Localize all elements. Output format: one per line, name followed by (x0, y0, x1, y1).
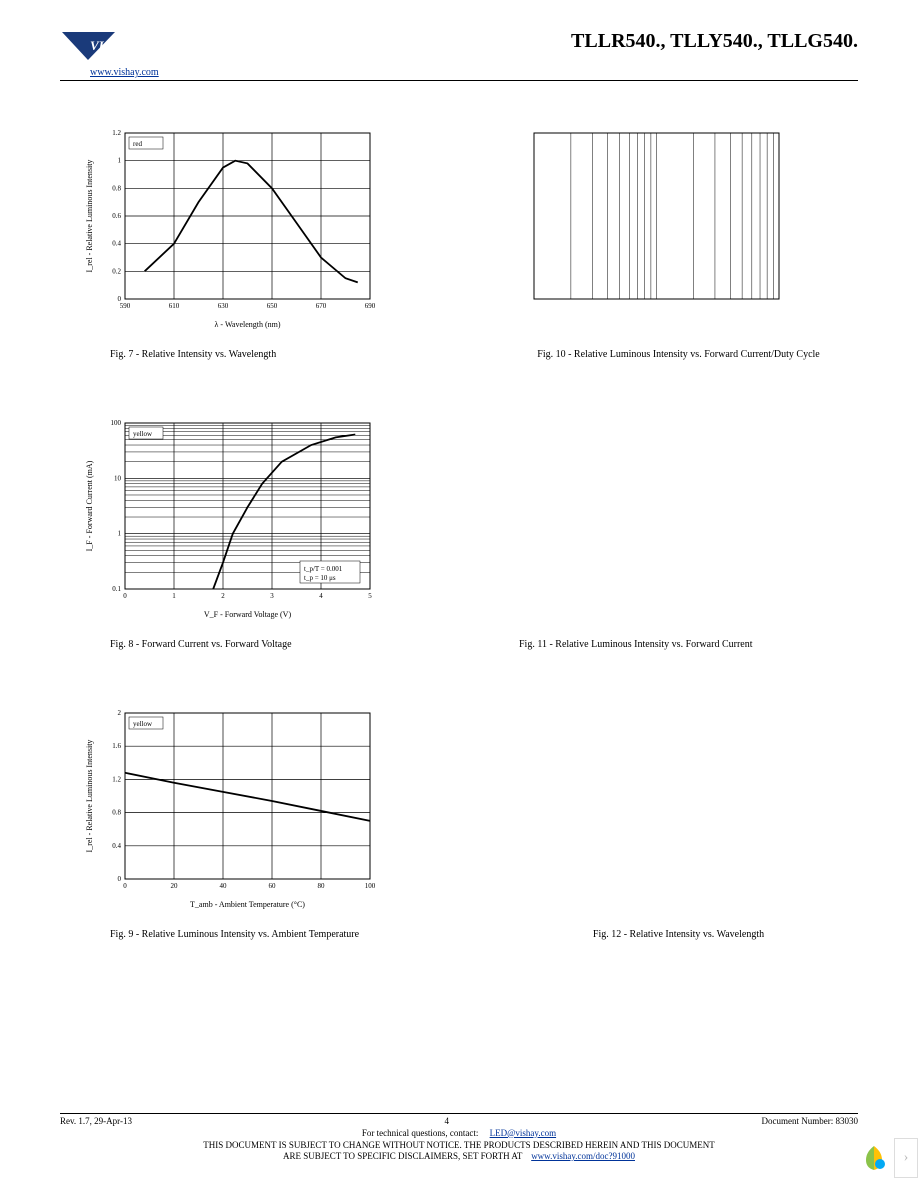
svg-text:690: 690 (365, 302, 376, 310)
svg-text:610: 610 (169, 302, 180, 310)
svg-text:3: 3 (270, 592, 274, 600)
svg-text:630: 630 (218, 302, 229, 310)
svg-text:2: 2 (221, 592, 225, 600)
chart-fig7: 590 610 630 650 670 690 0 0.2 0.4 0.6 0.8 1 1.2 red λ … (80, 121, 429, 361)
chart-fig10: Fig. 10 - Relative Luminous Intensity vs… (489, 121, 838, 361)
leaf-icon (858, 1142, 890, 1174)
svg-text:1: 1 (118, 530, 122, 538)
caption-fig9: Fig. 9 - Relative Luminous Intensity vs.… (110, 928, 429, 941)
svg-text:0.4: 0.4 (112, 842, 121, 850)
svg-text:0.2: 0.2 (112, 267, 121, 275)
page-number: 4 (445, 1116, 450, 1126)
svg-text:650: 650 (267, 302, 278, 310)
document-number: Document Number: 83030 (762, 1116, 858, 1126)
svg-text:1.2: 1.2 (112, 129, 121, 137)
contact-label: For technical questions, contact: (362, 1128, 478, 1138)
svg-text:5: 5 (368, 592, 372, 600)
svg-text:4: 4 (319, 592, 323, 600)
caption-fig12: Fig. 12 - Relative Intensity vs. Wavelen… (519, 928, 838, 941)
svg-text:0: 0 (123, 882, 127, 890)
chart-fig8: 0 1 2 3 4 5 0.1 1 10 100 yellow t_p/T = 0.001t_p = … (80, 411, 429, 651)
page-footer: Rev. 1.7, 29-Apr-13 4 Document Number: 8… (60, 1113, 858, 1163)
viewer-corner-controls: › (858, 1138, 918, 1178)
svg-text:I_F - Forward Current (mA): I_F - Forward Current (mA) (85, 460, 94, 551)
svg-text:1.6: 1.6 (112, 742, 121, 750)
svg-text:λ - Wavelength (nm): λ - Wavelength (nm) (214, 320, 280, 329)
caption-fig7: Fig. 7 - Relative Intensity vs. Waveleng… (110, 348, 429, 361)
svg-text:590: 590 (120, 302, 131, 310)
svg-text:80: 80 (318, 882, 326, 890)
svg-text:t_p/T = 0.001: t_p/T = 0.001 (304, 565, 343, 573)
svg-text:670: 670 (316, 302, 327, 310)
svg-text:20: 20 (171, 882, 179, 890)
svg-text:40: 40 (220, 882, 228, 890)
svg-text:0.6: 0.6 (112, 212, 121, 220)
svg-text:0.8: 0.8 (112, 184, 121, 192)
vishay-url-link[interactable]: www.vishay.com (90, 67, 170, 78)
svg-text:I_rel - Relative Luminous Inte: I_rel - Relative Luminous Intensity (85, 740, 94, 853)
svg-text:t_p = 10 μs: t_p = 10 μs (304, 574, 336, 582)
svg-text:0.4: 0.4 (112, 240, 121, 248)
svg-text:VISHAY: VISHAY (90, 38, 138, 53)
contact-email-link[interactable]: LED@vishay.com (490, 1128, 556, 1138)
vishay-logo: VISHAY (60, 30, 170, 65)
svg-text:0: 0 (118, 295, 122, 303)
svg-text:0.8: 0.8 (112, 809, 121, 817)
svg-text:1: 1 (118, 157, 122, 165)
chart-fig11: Fig. 11 - Relative Luminous Intensity vs… (489, 411, 838, 651)
charts-grid: 590 610 630 650 670 690 0 0.2 0.4 0.6 0.8 1 1.2 red λ … (60, 121, 858, 941)
svg-text:0: 0 (118, 875, 122, 883)
disclaimer-line1: THIS DOCUMENT IS SUBJECT TO CHANGE WITHO… (60, 1140, 858, 1152)
caption-fig10: Fig. 10 - Relative Luminous Intensity vs… (519, 348, 838, 361)
svg-text:2: 2 (118, 709, 122, 717)
caption-fig8: Fig. 8 - Forward Current vs. Forward Vol… (110, 638, 429, 651)
disclaimer-line2: ARE SUBJECT TO SPECIFIC DISCLAIMERS, SET… (283, 1151, 522, 1161)
page-header: VISHAY www.vishay.com TLLR540., TLLY540.… (60, 30, 858, 81)
svg-text:100: 100 (365, 882, 376, 890)
svg-text:60: 60 (269, 882, 277, 890)
chevron-right-icon: › (904, 1150, 909, 1166)
disclaimer-url-link[interactable]: www.vishay.com/doc?91000 (531, 1151, 635, 1161)
revision-text: Rev. 1.7, 29-Apr-13 (60, 1116, 132, 1126)
svg-text:100: 100 (111, 419, 122, 427)
svg-text:yellow: yellow (133, 720, 153, 728)
svg-text:1.2: 1.2 (112, 775, 121, 783)
svg-text:1: 1 (172, 592, 176, 600)
svg-text:T_amb - Ambient Temperature (°: T_amb - Ambient Temperature (°C) (190, 900, 305, 909)
chart-fig12: Fig. 12 - Relative Intensity vs. Wavelen… (489, 701, 838, 941)
svg-text:I_rel - Relative Luminous Inte: I_rel - Relative Luminous Intensity (85, 160, 94, 273)
svg-text:0: 0 (123, 592, 127, 600)
svg-text:red: red (133, 140, 142, 148)
next-page-button[interactable]: › (894, 1138, 918, 1178)
part-number-title: TLLR540., TLLY540., TLLG540. (571, 30, 858, 53)
caption-fig11: Fig. 11 - Relative Luminous Intensity vs… (519, 638, 838, 651)
svg-text:V_F - Forward Voltage (V): V_F - Forward Voltage (V) (204, 610, 292, 619)
svg-text:yellow: yellow (133, 430, 153, 438)
svg-text:10: 10 (114, 474, 122, 482)
chart-fig9: 0 20 40 60 80 100 0 0.4 0.8 1.2 1.6 2 yellow T_amb - … (80, 701, 429, 941)
svg-text:0.1: 0.1 (112, 585, 121, 593)
